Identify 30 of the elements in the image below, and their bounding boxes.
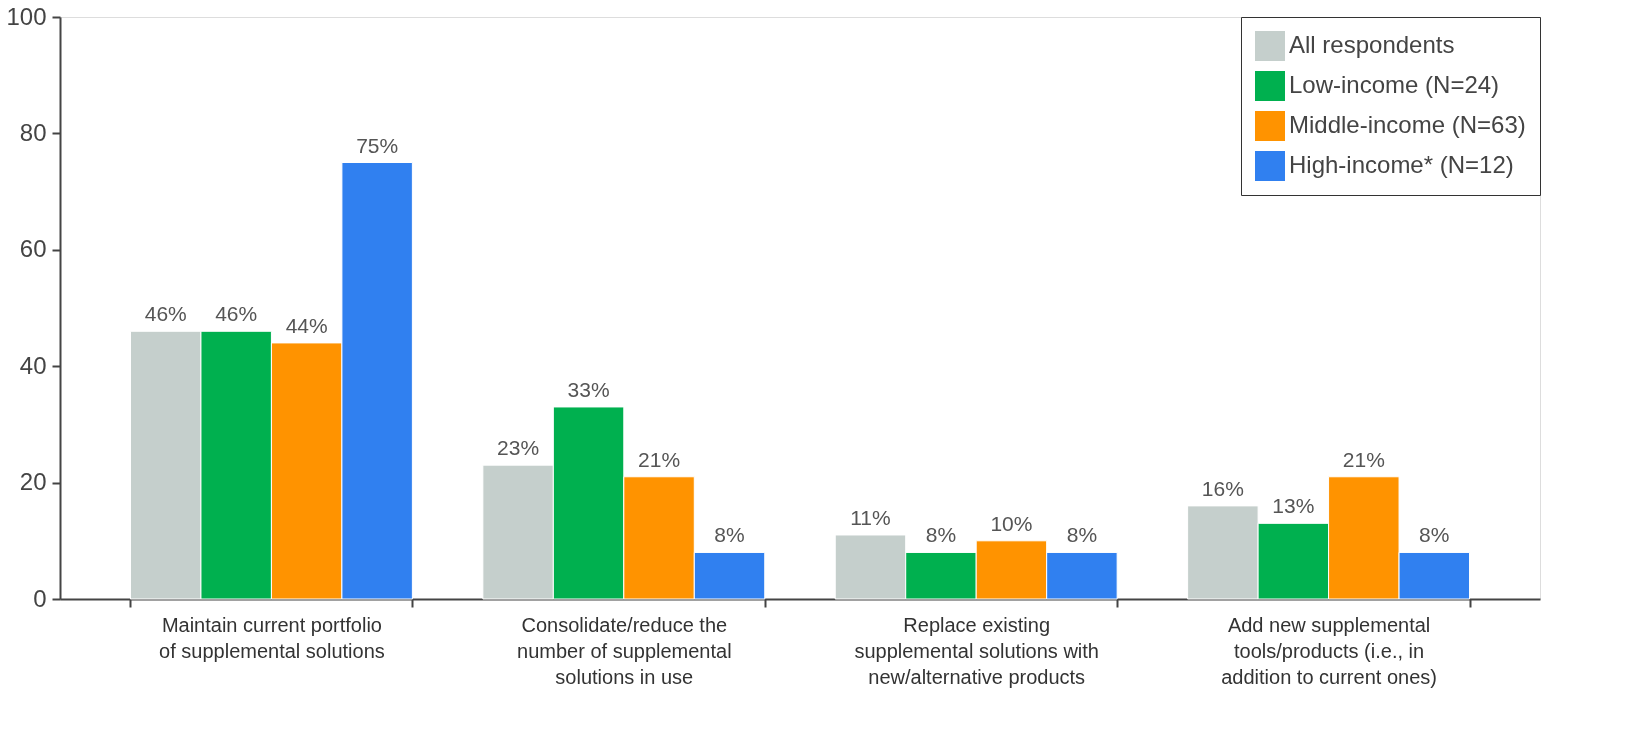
data-label: 8% — [714, 523, 745, 547]
y-tick-label: 80 — [19, 118, 47, 146]
data-label: 21% — [1342, 447, 1385, 471]
data-label: 33% — [567, 377, 610, 401]
data-label: 21% — [638, 447, 681, 471]
x-tick-label: Replace existing supplemental solutions with new/alternative products — [854, 613, 1099, 688]
y-tick-label: 40 — [19, 351, 47, 379]
data-label: 13% — [1272, 494, 1315, 518]
legend-label: Low-income (N=24) — [1289, 71, 1500, 98]
legend-label: High-income* (N=12) — [1289, 151, 1514, 178]
y-tick-label: 60 — [19, 235, 47, 263]
data-label: 16% — [1201, 476, 1244, 500]
legend-label: All respondents — [1289, 31, 1455, 58]
data-label: 10% — [990, 511, 1033, 535]
data-label: 8% — [1066, 523, 1098, 547]
legend-label: Middle-income (N=63) — [1289, 111, 1526, 138]
y-tick-label: 100 — [6, 2, 47, 30]
data-label: 8% — [1419, 523, 1450, 547]
data-label: 23% — [497, 436, 540, 460]
data-label: 11% — [850, 505, 891, 529]
data-label: 8% — [925, 523, 957, 547]
x-tick-label: Consolidate/reduce the number of supplemental solutions in use — [517, 613, 732, 688]
data-label: 46% — [144, 302, 187, 326]
data-label: 44% — [285, 313, 328, 337]
data-label: 75% — [356, 133, 399, 157]
x-tick-label: Add new supplemental tools/products (i.e., in addition to current ones) — [1221, 613, 1437, 688]
y-tick-label: 20 — [19, 468, 47, 496]
y-tick-label: 0 — [33, 584, 47, 612]
x-tick-label: Maintain current portfolio of supplemental solutions — [159, 613, 385, 662]
data-label: 46% — [215, 302, 258, 326]
